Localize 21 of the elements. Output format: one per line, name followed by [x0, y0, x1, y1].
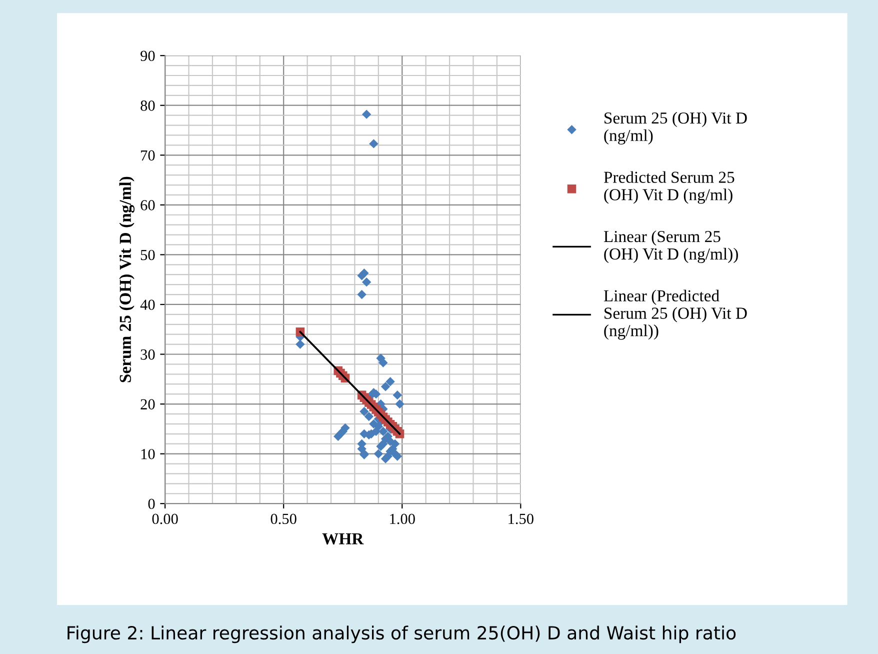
- legend-label: Linear (Predicted Serum 25 (OH) Vit D (ng/ml)): [604, 290, 747, 340]
- legend-label: Linear (Serum 25 (OH) Vit D (ng/ml)): [604, 230, 738, 264]
- x-tick-label: 1.50: [508, 514, 534, 524]
- x-tick-label: 1.00: [390, 514, 415, 524]
- x-tick-label: 0.50: [270, 514, 296, 524]
- y-tick-label: 40: [140, 300, 155, 310]
- legend-label: Serum 25 (OH) Vit D (ng/ml): [604, 112, 747, 145]
- y-tick-label: 0: [148, 498, 155, 510]
- x-tick-label: 0.00: [152, 514, 178, 524]
- x-axis-title: WHR: [322, 533, 364, 545]
- y-tick-label: 80: [140, 100, 155, 111]
- legend-label: Predicted Serum 25 (OH) Vit D (ng/ml): [604, 171, 734, 204]
- y-tick-label: 60: [140, 200, 155, 210]
- y-tick-label: 10: [141, 448, 155, 460]
- y-tick-label: 90: [140, 50, 155, 62]
- y-axis-title: Serum 25 (OH) Vit D (ng/ml): [119, 176, 135, 382]
- caption: Figure 2: Linear regression analysis of serum 25(OH) D and Waist hip ratio: [68, 626, 736, 644]
- y-tick-label: 70: [141, 150, 155, 161]
- y-tick-label: 30: [140, 349, 155, 360]
- y-tick-label: 50: [140, 250, 155, 260]
- y-tick-label: 20: [140, 399, 155, 410]
